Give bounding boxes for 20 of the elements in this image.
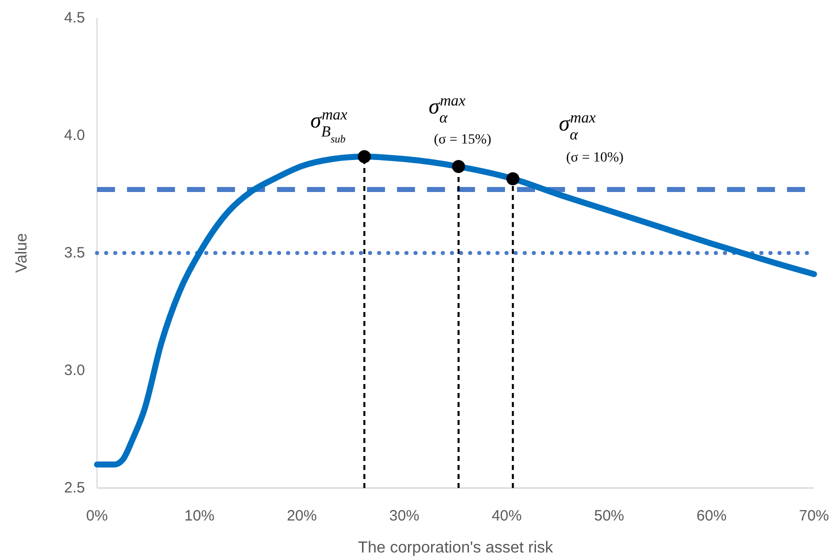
y-tick-label: 4.5: [64, 10, 85, 26]
x-tick-label: 50%: [594, 508, 624, 524]
point: [506, 172, 520, 186]
point: [358, 150, 371, 164]
x-tick-label: 10%: [184, 508, 214, 524]
y-tick-label: 4.0: [64, 127, 85, 144]
annotation: (σ = 10%): [566, 150, 624, 166]
x-tick-label: 70%: [798, 508, 830, 524]
x-tick-label: 60%: [696, 508, 727, 524]
annotation: (σ = 15%): [434, 132, 492, 148]
x-tick-label: 40%: [492, 508, 522, 524]
y-axis-title: Value: [14, 233, 30, 273]
x-tick-label: 0%: [86, 508, 108, 524]
point: [452, 160, 466, 174]
x-axis-title: The corporation's asset risk: [358, 540, 554, 556]
x-tick-label: 30%: [389, 508, 420, 524]
y-tick-label: 3.0: [64, 362, 85, 379]
y-tick-label: 3.5: [64, 244, 85, 262]
y-tick-label: 2.5: [64, 480, 85, 496]
x-tick-label: 20%: [286, 508, 317, 524]
